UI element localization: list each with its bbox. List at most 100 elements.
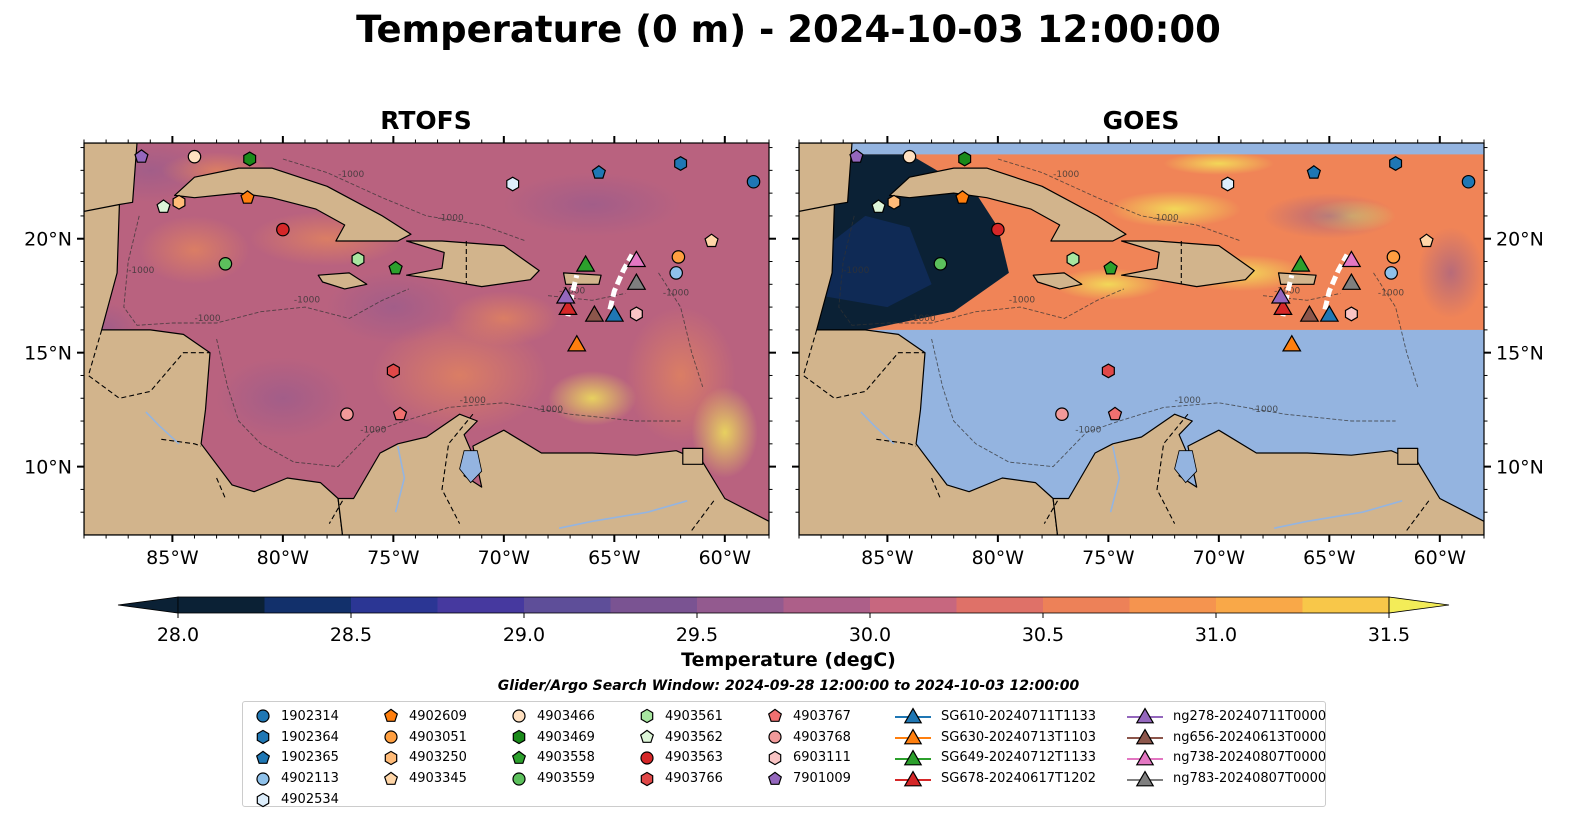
land-trinidad <box>1397 447 1419 465</box>
land-jamaica <box>317 272 368 290</box>
lon-tick-label: 70°W <box>478 547 531 569</box>
lon-tick-label: 60°W <box>1414 547 1467 569</box>
country-border <box>1156 413 1189 524</box>
legend-marker <box>512 729 526 745</box>
legend-item: 4903561 <box>637 706 723 727</box>
legend-label: 4902609 <box>409 708 467 724</box>
platform-marker <box>1319 304 1340 322</box>
country-border <box>1406 500 1430 531</box>
land-trinidad <box>682 447 704 465</box>
colorbar-segment <box>956 597 1044 613</box>
colorbar-segment <box>870 597 957 613</box>
lon-tick-label: 80°W <box>972 547 1025 569</box>
legend-label: ng738-20240807T0000 <box>1173 750 1327 766</box>
platform-marker <box>1306 165 1322 179</box>
panel-title-goes: GOES <box>1102 106 1180 135</box>
legend-marker <box>640 751 654 765</box>
legend-marker-icon <box>383 709 399 723</box>
legend-marker-icon <box>767 709 783 723</box>
river <box>394 445 406 513</box>
map-frame <box>83 142 770 536</box>
isobath-label: -1000 <box>1252 405 1278 415</box>
map-frame <box>798 142 1485 536</box>
legend-label: 4903768 <box>793 729 851 745</box>
legend-marker <box>1135 749 1155 766</box>
platform-marker <box>218 256 233 271</box>
colorbar-tick-label: 29.5 <box>676 624 718 646</box>
legend-marker-icon <box>1127 749 1163 766</box>
legend-label: 4903345 <box>409 771 467 787</box>
platform-marker <box>1221 176 1235 192</box>
land-puerto-rico <box>562 272 602 285</box>
isobath-label: -1000 <box>360 425 386 435</box>
colorbar-segment <box>1302 597 1390 613</box>
legend-label: 4902113 <box>281 771 339 787</box>
platform-marker <box>134 149 149 163</box>
legend-item: 4903767 <box>765 706 851 727</box>
legend-marker <box>903 728 923 745</box>
isobath-label: -1000 <box>1153 213 1179 223</box>
legend-marker-icon <box>768 750 782 766</box>
platform-marker <box>1066 251 1080 267</box>
colorbar-segment <box>264 597 352 613</box>
river <box>1109 445 1121 513</box>
legend-label: 4903466 <box>537 708 595 724</box>
legend-marker-icon <box>639 729 655 744</box>
isobath-line <box>931 338 1396 468</box>
country-border <box>441 413 474 524</box>
lake-maracaibo <box>1174 450 1198 484</box>
legend-label: 4903767 <box>793 708 851 724</box>
colorbar-tick-label: 30.5 <box>1022 624 1064 646</box>
sst-feature <box>548 370 637 426</box>
platform-marker <box>1344 306 1358 322</box>
platform-marker <box>958 151 972 167</box>
legend-label: SG610-20240711T1133 <box>941 708 1097 724</box>
platform-marker <box>1107 406 1123 421</box>
platform-marker <box>555 286 576 304</box>
platform-marker <box>626 272 647 290</box>
map-figure: -1000 -1000 -1000 -1000 -1000 -1000 -1000 -1000… <box>24 136 1544 569</box>
lon-tick-label: 85°W <box>146 547 199 569</box>
isobath-label: -1000 <box>1175 396 1201 406</box>
platform-marker <box>674 156 688 171</box>
platform-marker <box>1290 254 1311 272</box>
isobath-label: -1000 <box>128 266 154 276</box>
platform-marker <box>1341 250 1362 268</box>
isobath-label: -1000 <box>1075 425 1101 435</box>
colorbar-tick-label: 30.0 <box>849 624 891 646</box>
legend-marker-icon <box>383 771 399 785</box>
search-window-text: Glider/Argo Search Window: 2024-09-28 12… <box>497 678 1080 694</box>
legend-marker <box>640 709 654 724</box>
colorbar-tick-label: 28.0 <box>157 624 199 646</box>
platform-marker <box>1055 407 1069 422</box>
platform-marker <box>604 304 625 322</box>
colorbar: 28.0 28.5 29.0 29.5 30.0 30.5 31.0 31.5 <box>117 596 1450 646</box>
platform-marker <box>566 334 587 352</box>
colorbar-segment <box>524 597 611 613</box>
legend-marker-icon <box>640 751 654 765</box>
colorbar-segment <box>1043 597 1130 613</box>
panel-title-rtofs: RTOFS <box>380 106 472 135</box>
legend-marker <box>384 750 398 766</box>
legend-label: ng278-20240711T0000 <box>1173 708 1327 724</box>
colorbar-under-arrow <box>117 596 179 614</box>
legend-marker <box>512 709 526 723</box>
glider-track <box>607 253 635 310</box>
warm-patch <box>1108 190 1241 228</box>
land-south-america <box>337 413 769 535</box>
cool-patch <box>1263 193 1396 239</box>
lon-tick-label: 70°W <box>1193 547 1246 569</box>
legend-item: 4903466 <box>509 706 595 727</box>
platform-marker <box>746 174 761 189</box>
legend-marker-icon <box>256 729 270 745</box>
legend-column: 1902314 1902364 1902365 4902113 4902534 <box>253 706 339 810</box>
legend-item: SG610-20240711T1133 <box>893 706 1096 727</box>
legend-item: 4902609 <box>381 706 467 727</box>
goes-map: -1000 -1000 -1000 -1000 -1000 -1000 -1000 -1000… <box>799 143 1484 535</box>
legend-marker <box>383 709 399 723</box>
legend-column: ng278-20240711T0000 ng656-20240613T0000 ng… <box>1125 706 1326 789</box>
colorbar-segment <box>437 597 525 613</box>
lat-tick-label: 15°N <box>24 343 72 365</box>
colorbar-segment <box>610 597 698 613</box>
colorbar-over-arrow <box>1388 596 1450 614</box>
